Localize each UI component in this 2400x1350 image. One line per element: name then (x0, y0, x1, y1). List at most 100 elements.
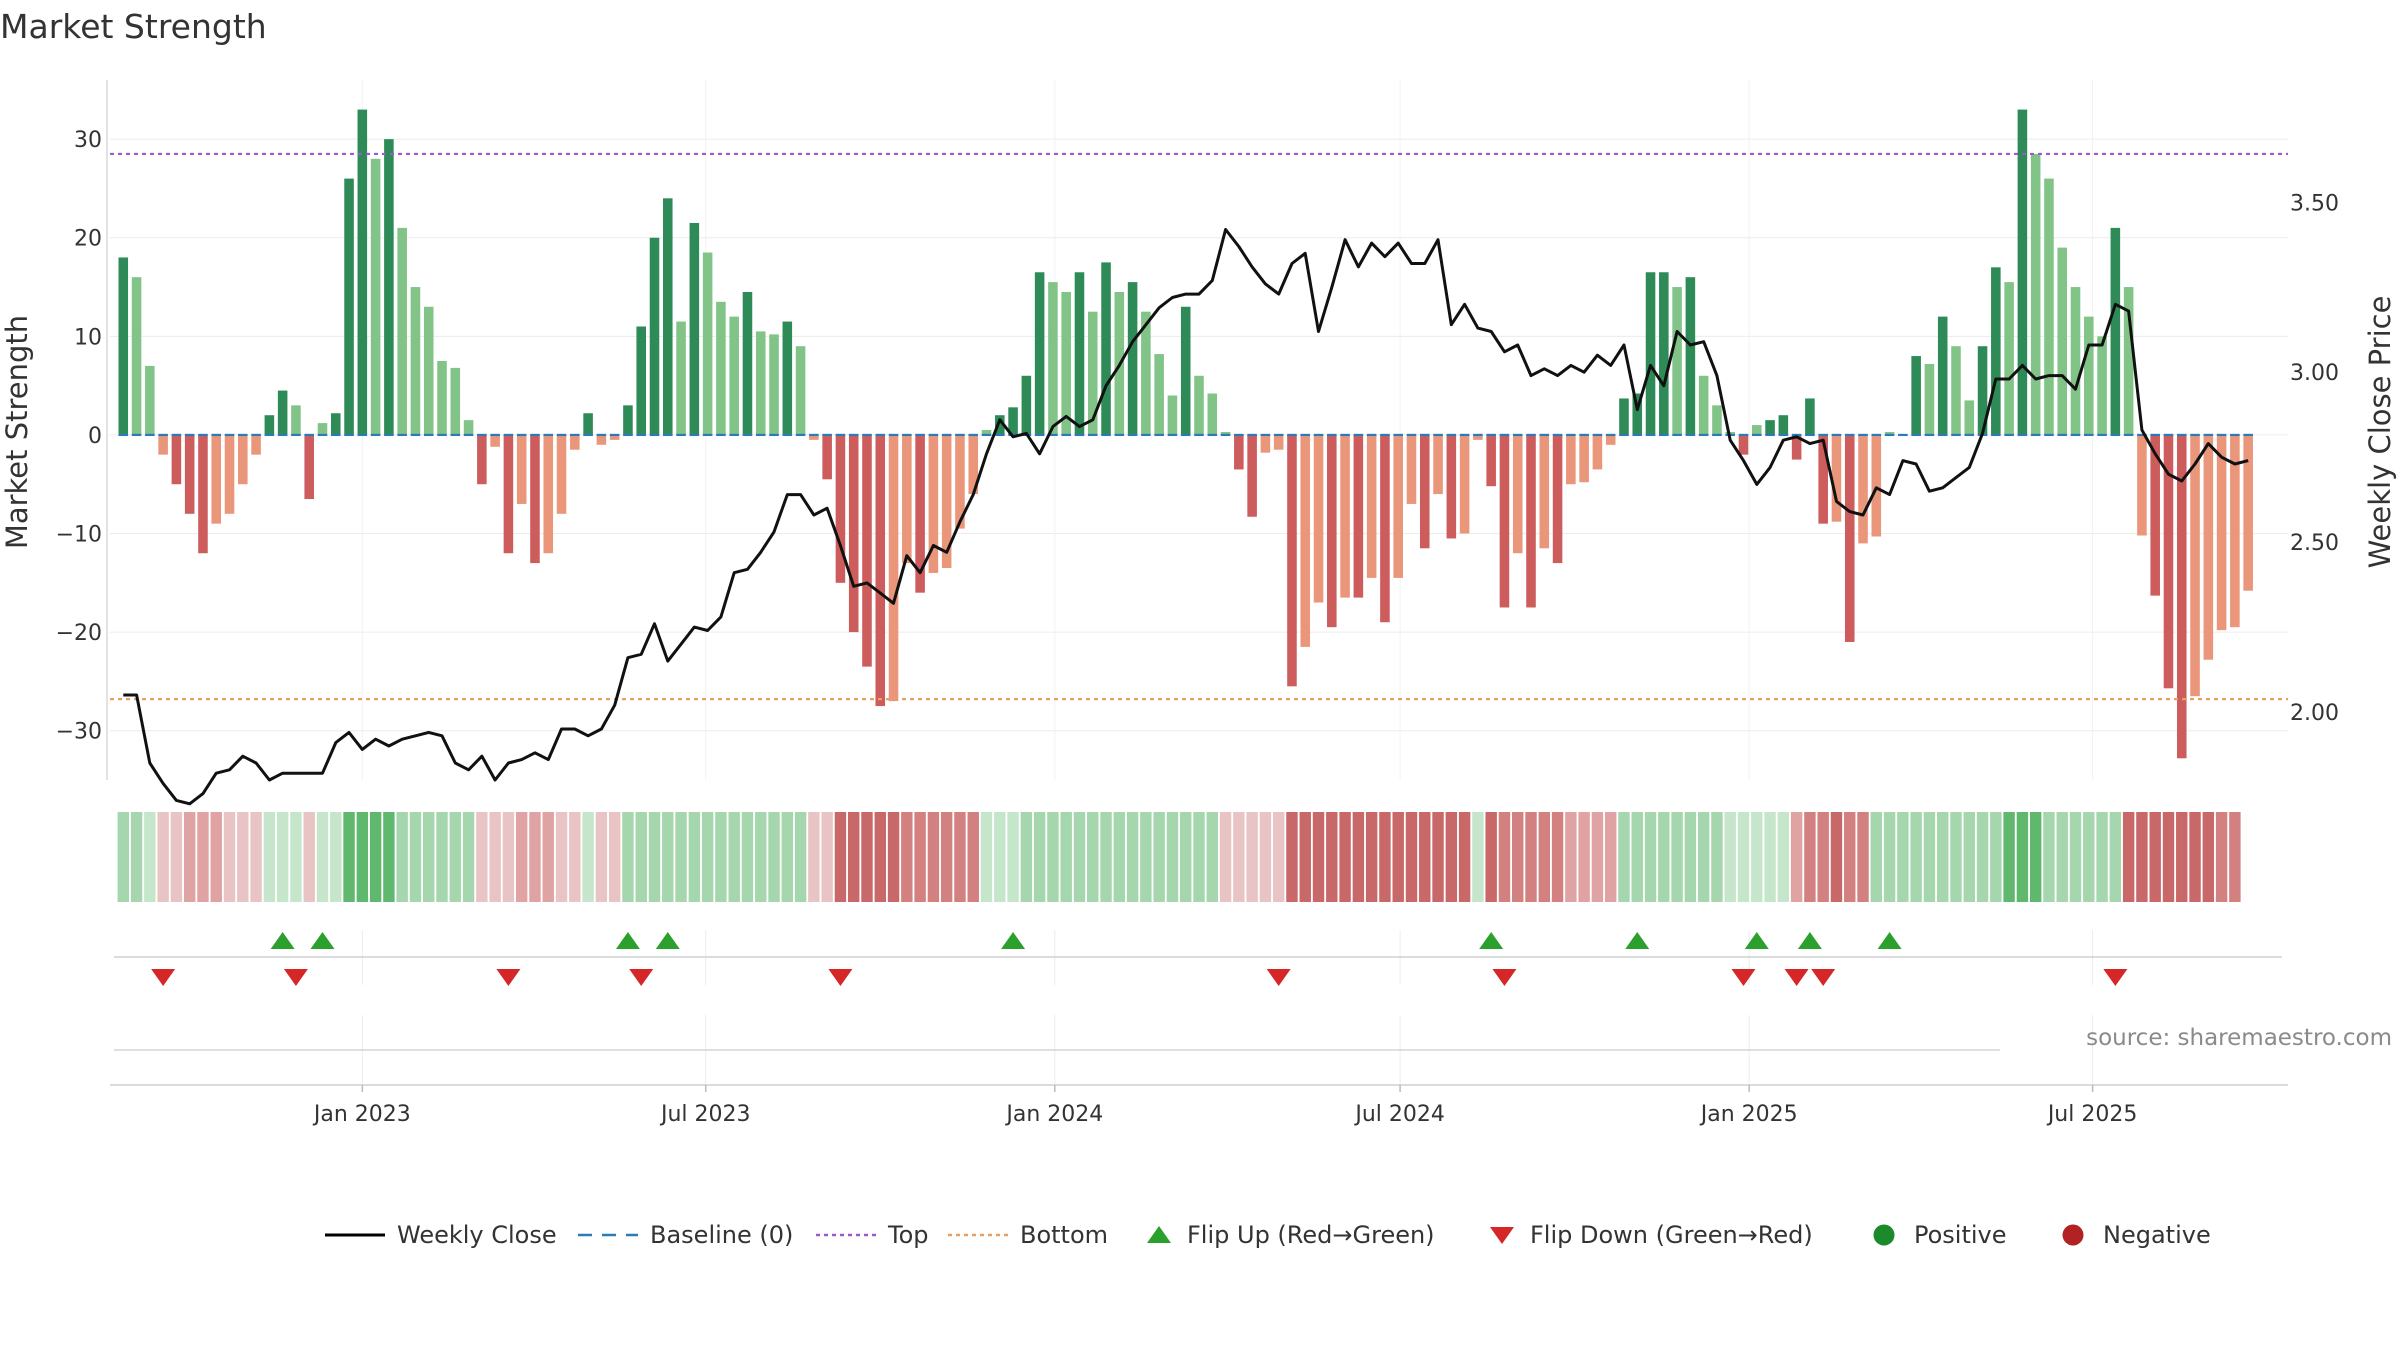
heat-cell (741, 812, 754, 902)
heat-cell (502, 812, 515, 902)
flip-down-marker (2103, 969, 2128, 986)
legend-label: Flip Up (Red→Green) (1187, 1221, 1435, 1249)
heat-cell (383, 812, 395, 902)
heat-cell (1591, 812, 1604, 902)
y2-tick-label: 3.00 (2290, 361, 2339, 386)
weekly-close-polyline (123, 228, 2249, 806)
strength-bar (1805, 398, 1815, 435)
heat-cell (1737, 812, 1750, 902)
strength-bar (981, 430, 992, 435)
strength-bar (1406, 434, 1417, 504)
heat-cell (1206, 812, 1218, 902)
heat-cell (2162, 812, 2175, 902)
x-tick-label: Jan 2025 (1699, 1102, 1798, 1127)
heat-cell (1976, 812, 1989, 902)
strength-bar (2044, 178, 2054, 435)
heat-cell (1073, 812, 1086, 902)
heat-cell (1392, 812, 1404, 902)
heat-cell (2229, 812, 2241, 902)
heat-cell (821, 812, 833, 902)
strength-bar (423, 306, 434, 435)
heat-cell (1724, 812, 1736, 902)
strength-bar (1327, 434, 1337, 628)
y-tick-label: 30 (74, 128, 102, 153)
heat-cell (396, 812, 408, 902)
strength-bar (1180, 306, 1191, 435)
heat-cell (276, 812, 289, 902)
flip-up-marker (1479, 932, 1504, 949)
strength-bar (1765, 420, 1775, 435)
strength-bar (1778, 415, 1789, 435)
heat-cell (144, 812, 156, 902)
strength-bar (1154, 354, 1164, 435)
strength-bar (198, 434, 208, 554)
strength-bars (118, 109, 2253, 759)
heat-cell (369, 812, 382, 902)
heat-cell (662, 812, 674, 902)
strength-bar (862, 434, 872, 667)
legend-item: Negative (2062, 1221, 2211, 1249)
heat-cell (1565, 812, 1577, 902)
heat-cell (1419, 812, 1431, 902)
strength-bar (1473, 434, 1483, 440)
strength-bar (211, 434, 222, 524)
heat-cell (157, 812, 169, 902)
strength-bar (1672, 287, 1682, 435)
heat-cell (1551, 812, 1564, 902)
strength-bar (1353, 434, 1364, 598)
strength-bar (1087, 311, 1098, 435)
strength-bar (1539, 434, 1550, 549)
heat-cell (449, 812, 462, 902)
y-tick-label: 10 (74, 325, 102, 350)
strength-bar (1220, 431, 1231, 435)
flip-up-marker (1877, 932, 1902, 949)
heat-cell (1936, 812, 1949, 902)
strength-bar (2190, 434, 2200, 697)
strength-bar (782, 321, 793, 435)
heat-cell (954, 812, 966, 902)
strength-bar (755, 331, 766, 435)
strength-bar (968, 434, 979, 495)
heat-cell (1963, 812, 1975, 902)
strength-bar (530, 434, 540, 564)
heat-cell (569, 812, 581, 902)
heat-cell (1432, 812, 1444, 902)
strength-bar (1831, 434, 1842, 522)
x-tick-label: Jul 2024 (1353, 1102, 1445, 1127)
strength-bar (2084, 316, 2094, 435)
strength-bar (503, 434, 514, 554)
heat-cell (794, 812, 807, 902)
heat-cell (1697, 812, 1710, 902)
legend-swatch-triangle-up (1147, 1226, 1171, 1243)
strength-bar (1260, 434, 1271, 453)
heat-cell (290, 812, 302, 902)
heat-cell (462, 812, 475, 902)
strength-bar (1127, 282, 1138, 435)
strength-bar (1791, 434, 1802, 460)
heat-cell (781, 812, 794, 902)
strength-bar (238, 434, 248, 485)
y-tick-label: 0 (88, 424, 102, 449)
heat-cell (1272, 812, 1285, 902)
heat-cell (423, 812, 435, 902)
x-tick-label: Jul 2025 (2046, 1102, 2138, 1127)
strength-bar (941, 434, 952, 569)
strength-bar (2017, 109, 2028, 435)
x-tick-label: Jan 2023 (312, 1102, 411, 1127)
strength-bar (1712, 405, 1722, 435)
strength-bar (1446, 434, 1457, 539)
heat-cell (834, 812, 847, 902)
strength-bar (1619, 398, 1629, 435)
heat-cell (1233, 812, 1245, 902)
strength-bar (344, 178, 354, 435)
legend-item: Positive (1873, 1221, 2007, 1249)
strength-bar (915, 434, 925, 593)
reference-lines (110, 152, 2288, 701)
heat-cell (356, 812, 369, 902)
heat-cell (1365, 812, 1378, 902)
strength-bar (1911, 356, 1921, 435)
heat-cell (2069, 812, 2082, 902)
strength-bar (1751, 425, 1762, 435)
heat-cell (2056, 812, 2068, 902)
